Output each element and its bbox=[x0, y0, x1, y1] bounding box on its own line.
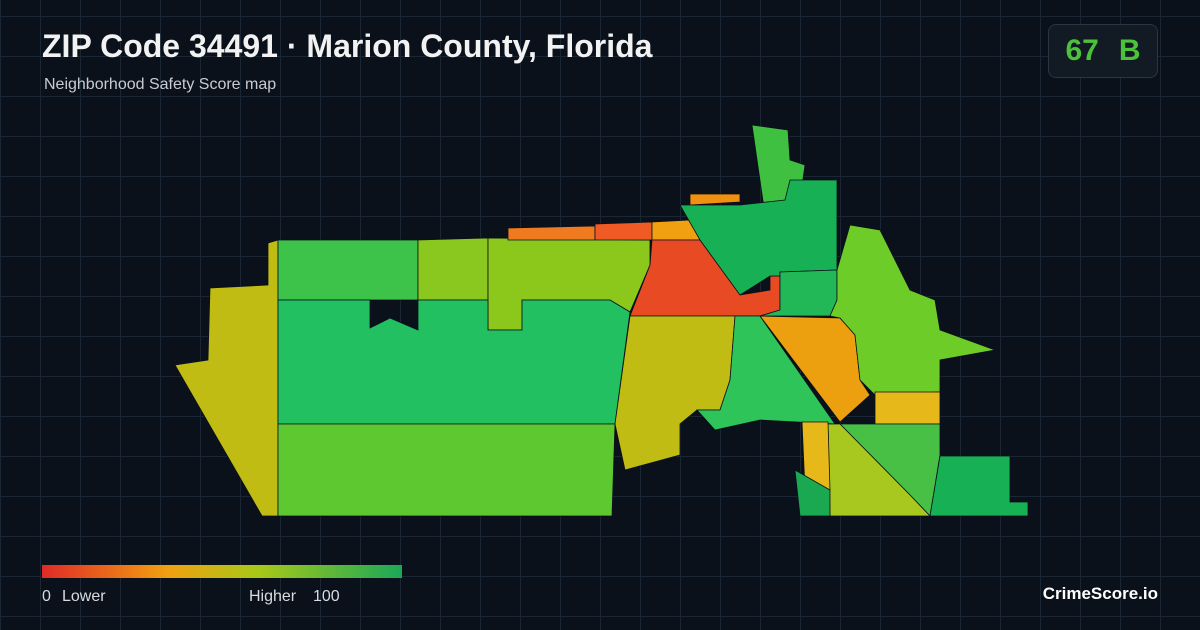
region bbox=[507, 225, 596, 241]
region bbox=[277, 239, 419, 301]
region bbox=[929, 455, 1029, 517]
score-value: 67 bbox=[1065, 34, 1099, 67]
legend-min: 0 bbox=[42, 588, 51, 605]
score-grade: B bbox=[1118, 34, 1141, 67]
subtitle: Neighborhood Safety Score map bbox=[44, 76, 277, 93]
region bbox=[174, 239, 279, 517]
neighborhoods bbox=[174, 124, 1029, 517]
score-badge: 67 B bbox=[1048, 24, 1158, 78]
legend-gradient bbox=[42, 565, 402, 578]
region bbox=[874, 391, 941, 425]
brand: CrimeScore.io bbox=[1042, 584, 1158, 603]
region bbox=[689, 193, 741, 206]
region bbox=[794, 469, 831, 517]
region bbox=[277, 299, 631, 425]
region bbox=[829, 224, 997, 396]
region bbox=[277, 423, 616, 517]
legend-max-label: Higher bbox=[249, 588, 297, 605]
title: ZIP Code 34491 · Marion County, Florida bbox=[42, 28, 653, 64]
region bbox=[594, 221, 653, 241]
legend-max: 100 bbox=[313, 588, 340, 605]
region bbox=[614, 315, 736, 471]
legend-min-label: Lower bbox=[62, 588, 106, 605]
region bbox=[417, 237, 489, 301]
region bbox=[696, 315, 836, 431]
